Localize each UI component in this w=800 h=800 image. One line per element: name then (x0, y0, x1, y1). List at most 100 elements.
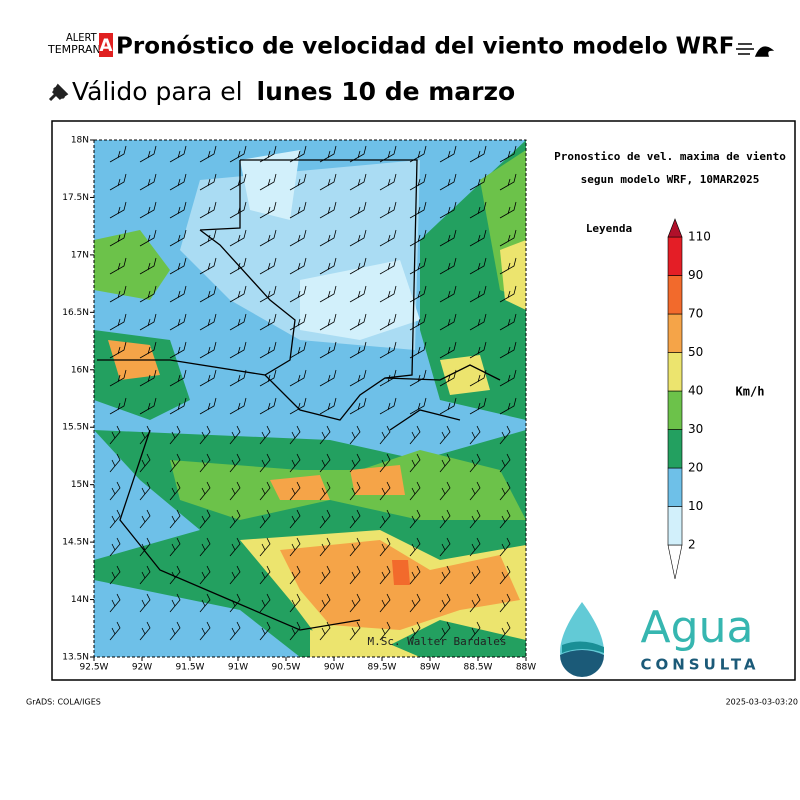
wind-barb (109, 453, 121, 473)
wind-barb (169, 397, 187, 415)
wind-barb (259, 425, 271, 445)
colorbar-label: 90 (688, 268, 703, 282)
wind-barb (499, 481, 511, 501)
wind-barb (139, 201, 157, 219)
wind-barb (109, 369, 127, 387)
wind-barb (349, 313, 367, 331)
wind-barb (319, 173, 337, 191)
wind-barb (469, 565, 481, 585)
wind-barb (319, 397, 337, 415)
colorbar-label: 30 (688, 422, 703, 436)
wind-barb (499, 285, 517, 303)
colorbar-segment (667, 506, 683, 546)
lat-label: 14.5N (62, 538, 89, 548)
wind-barb (199, 453, 211, 473)
wind-barb (289, 509, 301, 529)
wind-barb (139, 425, 151, 445)
wind-barb (439, 425, 451, 445)
wind-barb (289, 145, 307, 163)
wind-barb (499, 621, 511, 641)
colorbar-segment (667, 467, 683, 507)
wind-barb (349, 593, 361, 613)
wind-barb (109, 481, 121, 501)
wind-barb (139, 145, 157, 163)
wind-barb (139, 257, 157, 275)
wind-barb (199, 509, 211, 529)
wind-barb (379, 285, 397, 303)
lat-label: 16.5N (62, 308, 89, 318)
plot-title-line: Pronostico de vel. maxima de viento (554, 150, 786, 163)
wind-barb (289, 397, 307, 415)
wind-barb (499, 593, 511, 613)
wind-barb (139, 313, 157, 331)
wind-barb (259, 453, 271, 473)
wind-barb (409, 537, 421, 557)
brand-name: Agua (641, 602, 754, 653)
wind-barb (229, 481, 241, 501)
subtitle-date: lunes 10 de marzo (257, 77, 516, 106)
wind-barb (109, 229, 127, 247)
wind-barb (229, 201, 247, 219)
wind-barb (499, 341, 517, 359)
wind-barb (469, 621, 481, 641)
logo-line2: TEMPRAN (47, 43, 101, 56)
colorbar-segment (667, 429, 683, 469)
wind-barb (289, 621, 301, 641)
wind-barb (349, 425, 361, 445)
wind-barb (319, 565, 331, 585)
colorbar-label: 110 (688, 230, 711, 244)
wind-barb (469, 341, 487, 359)
wind-barb (349, 257, 367, 275)
colorbar-segment (667, 390, 683, 430)
wind-barb (229, 537, 241, 557)
wind-barb (379, 453, 391, 473)
wind-barb (499, 257, 517, 275)
subtitle-prefix: Válido para el (72, 77, 243, 106)
wind-barb (499, 173, 517, 191)
lon-label: 89.5W (368, 663, 397, 673)
lon-label: 90.5W (272, 663, 301, 673)
wind-barb (439, 341, 457, 359)
wind-barb (409, 341, 427, 359)
wind-barb (349, 173, 367, 191)
lon-label: 88W (516, 663, 536, 673)
wind-barb (139, 285, 157, 303)
wind-barb (259, 313, 277, 331)
wind-barb (229, 453, 241, 473)
wind-barb (319, 593, 331, 613)
wind-barb (259, 593, 271, 613)
wind-barb (199, 481, 211, 501)
wind-barb (259, 173, 277, 191)
wind-barb (409, 201, 427, 219)
wind-barb (199, 313, 217, 331)
wind-barb (439, 173, 457, 191)
wind-barb (409, 509, 421, 529)
wind-barb (109, 341, 127, 359)
wind-barb (289, 257, 307, 275)
legend: 2 10 20 30 40 50 70 90 110 (667, 218, 711, 580)
wind-barb (499, 425, 511, 445)
wind-barb (229, 257, 247, 275)
wind-barb (199, 257, 217, 275)
wind-barb (109, 145, 127, 163)
wind-barb (229, 369, 247, 387)
wind-barb (319, 313, 337, 331)
wind-barb (469, 481, 481, 501)
wind-barb (229, 621, 241, 641)
wind-barb (349, 621, 361, 641)
wind-barb (349, 285, 367, 303)
wind-barb (439, 565, 451, 585)
wind-barb (229, 509, 241, 529)
wind-barb (109, 313, 127, 331)
wind-barb (139, 397, 157, 415)
wind-barb (169, 229, 187, 247)
wind-barb (169, 201, 187, 219)
wind-barb (439, 257, 457, 275)
wind-barb (199, 229, 217, 247)
plot-title-line: segun modelo WRF, 10MAR2025 (581, 173, 760, 186)
wind-barb (469, 397, 487, 415)
wind-barb (379, 201, 397, 219)
wind-barb (169, 173, 187, 191)
